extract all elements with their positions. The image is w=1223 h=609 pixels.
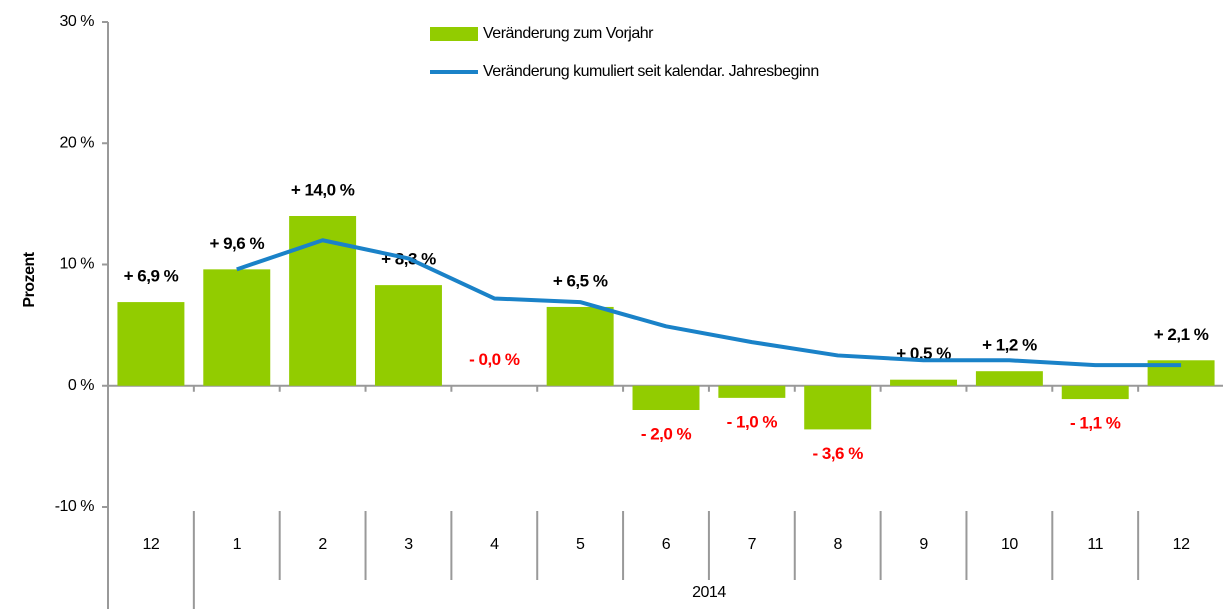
y-tick-label: 20 % (60, 134, 95, 151)
x-tick-label: 10 (1001, 536, 1018, 553)
legend-label: Veränderung zum Vorjahr (483, 25, 654, 42)
group-label: 2014 (692, 584, 726, 601)
value-label: - 3,6 % (813, 444, 864, 463)
x-tick-label: 1 (233, 536, 242, 553)
bar (632, 385, 700, 410)
value-label: + 14,0 % (291, 180, 355, 199)
x-tick-label: 11 (1087, 536, 1103, 553)
y-tick-label: 0 % (68, 377, 94, 394)
y-tick-label: -10 % (55, 498, 95, 515)
legend-label: Veränderung kumuliert seit kalendar. Jah… (483, 63, 819, 80)
x-tick-label: 4 (490, 536, 499, 553)
bar (804, 385, 872, 430)
bar (546, 306, 614, 386)
value-label: - 2,0 % (641, 424, 692, 443)
x-tick-label: 7 (748, 536, 757, 553)
value-label: + 1,2 % (982, 336, 1037, 355)
value-label: - 1,1 % (1070, 414, 1121, 433)
value-label: + 9,6 % (209, 234, 264, 253)
bar (890, 379, 958, 386)
x-tick-label: 3 (404, 536, 413, 553)
bar (718, 385, 786, 398)
value-label: + 6,5 % (553, 271, 608, 290)
value-label: - 1,0 % (727, 412, 778, 431)
bar (203, 269, 271, 386)
y-axis-label: Prozent (21, 251, 38, 307)
line (236, 238, 1182, 368)
bar (975, 371, 1043, 386)
x-tick-label: 2 (318, 536, 327, 553)
value-label: - 0,0 % (469, 350, 520, 369)
bar (117, 302, 185, 386)
x-tick-label: 9 (919, 536, 928, 553)
bar (374, 285, 442, 386)
x-tick-label: 6 (662, 536, 671, 553)
y-tick-label: 10 % (60, 256, 95, 273)
value-label: + 2,1 % (1154, 325, 1209, 344)
x-tick-label: 5 (576, 536, 585, 553)
x-tick-label: 12 (1173, 536, 1190, 553)
value-label: + 6,9 % (124, 267, 179, 286)
y-tick-label: 30 % (60, 13, 95, 30)
bar (1061, 385, 1129, 400)
x-tick-label: 12 (143, 536, 160, 553)
x-tick-label: 8 (833, 536, 842, 553)
legend-swatch (430, 27, 478, 41)
